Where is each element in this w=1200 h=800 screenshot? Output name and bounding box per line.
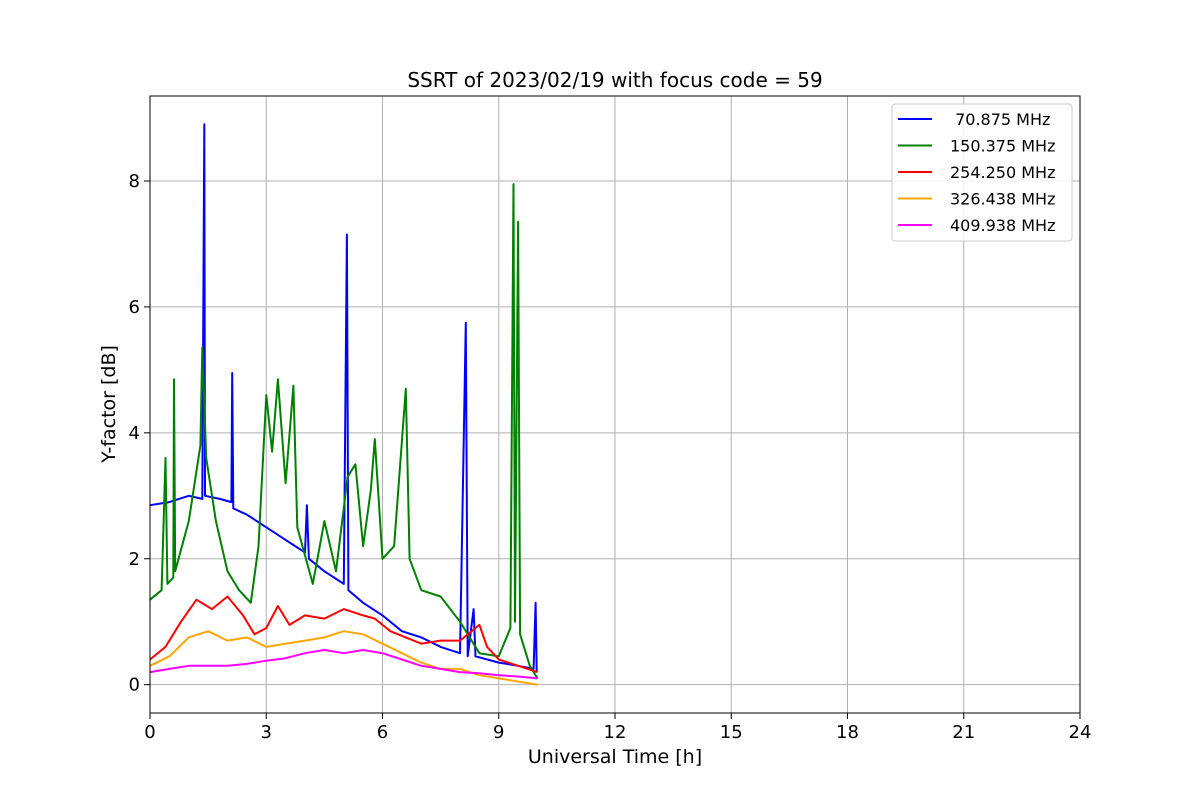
legend-box (891, 103, 1073, 242)
series-lines (149, 123, 539, 686)
y-tick-label: 2 (129, 549, 140, 570)
x-tick-label: 0 (144, 722, 155, 743)
x-tick-label: 6 (377, 722, 388, 743)
x-tick-label: 9 (493, 722, 504, 743)
chart-title: SSRT of 2023/02/19 with focus code = 59 (407, 68, 822, 92)
series-line-4 (149, 649, 538, 680)
series-line-2 (149, 595, 538, 674)
y-tick-label: 4 (129, 423, 140, 444)
y-axis-label: Y-factor [dB] (98, 345, 120, 464)
y-tick-label: 8 (129, 171, 140, 192)
legend-label-4: 409.938 MHz (950, 216, 1055, 235)
legend-label-0: 70.875 MHz (950, 110, 1050, 129)
legend-label-3: 326.438 MHz (950, 190, 1055, 209)
x-tick-label: 21 (952, 722, 975, 743)
y-tick-label: 6 (129, 297, 140, 318)
x-tick-label: 15 (720, 722, 743, 743)
legend-label-2: 254.250 MHz (950, 163, 1055, 182)
x-tick-label: 12 (604, 722, 627, 743)
y-tick-label: 0 (129, 675, 140, 696)
x-tick-label: 24 (1069, 722, 1092, 743)
legend-label-1: 150.375 MHz (950, 137, 1055, 156)
x-axis-label: Universal Time [h] (528, 746, 702, 768)
x-tick-label: 18 (836, 722, 859, 743)
x-tick-label: 3 (261, 722, 272, 743)
series-line-1 (149, 183, 539, 679)
series-line-0 (149, 123, 538, 673)
legend: 70.875 MHz 150.375 MHz 254.250 MHz 326.438 … (891, 103, 1073, 242)
